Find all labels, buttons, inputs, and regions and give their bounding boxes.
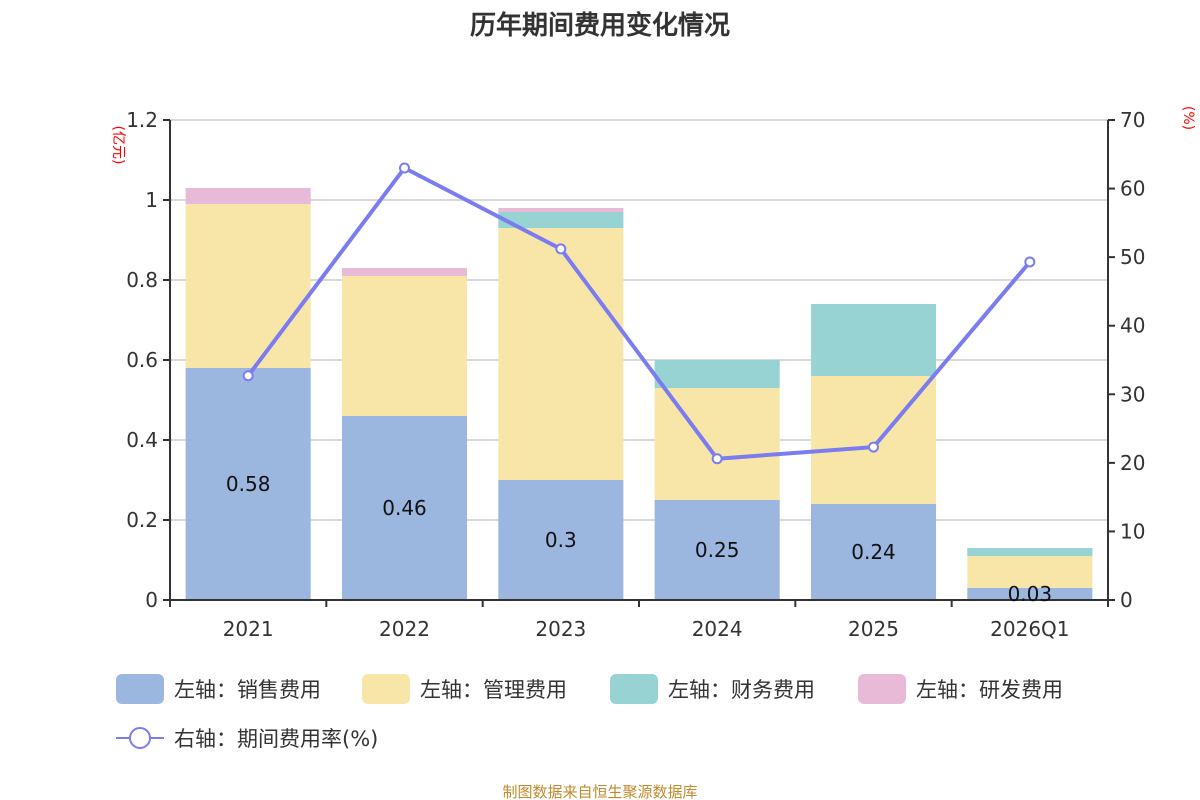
- left-tick-label: 1: [145, 188, 158, 212]
- rate-line-path: [246, 165, 1032, 461]
- bar-segment: [341, 416, 468, 600]
- bar-segment: [967, 556, 1093, 588]
- data-label: 0.24: [851, 540, 896, 564]
- x-tick-label: 2024: [692, 617, 743, 641]
- bar-segment: [654, 500, 780, 600]
- right-tick-label: 10: [1120, 519, 1145, 543]
- data-label: 0.25: [695, 538, 740, 562]
- rate-point: [242, 370, 254, 382]
- legend-label: 左轴：研发费用: [916, 678, 1063, 702]
- left-tick-label: 0: [145, 588, 158, 612]
- data-label: 0.46: [382, 496, 427, 520]
- rate-point: [1024, 256, 1036, 268]
- right-tick-label: 30: [1120, 382, 1145, 406]
- data-label: 0.3: [545, 528, 577, 552]
- right-tick-label: 40: [1120, 314, 1145, 338]
- bar-segment: [810, 504, 937, 600]
- right-tick-label: 20: [1120, 451, 1145, 475]
- rate-point: [868, 441, 879, 453]
- legend-label: 左轴：财务费用: [668, 678, 815, 702]
- bar-segment: [498, 212, 624, 228]
- legend-swatch: [610, 674, 658, 704]
- bars: [185, 188, 1093, 600]
- legend-label: 右轴：期间费用率(%): [174, 727, 378, 751]
- axes: 0 0.2 0.4 0.6 0.8 1 1.2 0 10 20 30 40 50 60 70 2021 2022…: [126, 108, 1145, 641]
- bar-segment: [185, 368, 311, 600]
- left-tick-label: 0.6: [126, 348, 158, 372]
- rate-point: [711, 453, 723, 465]
- x-tick-label: 2026Q1: [990, 617, 1069, 641]
- left-tick-label: 0.8: [126, 268, 158, 292]
- rate-point: [555, 243, 567, 255]
- x-tick-label: 2025: [848, 617, 899, 641]
- left-axis-unit: (亿元): [110, 126, 126, 165]
- legend-marker-icon: [129, 727, 151, 749]
- bar-segment: [654, 388, 780, 500]
- gridlines: [170, 119, 1108, 521]
- bar-segment: [810, 304, 937, 376]
- chart-title: 历年期间费用变化情况: [470, 10, 730, 41]
- left-tick-label: 1.2: [126, 108, 158, 132]
- x-tick-label: 2022: [379, 617, 430, 641]
- x-tick-label: 2021: [223, 617, 274, 641]
- bar-segment: [185, 188, 311, 204]
- left-tick-label: 0.4: [126, 428, 158, 452]
- right-tick-label: 0: [1120, 588, 1133, 612]
- rate-point: [399, 162, 410, 174]
- data-label: 0.03: [1008, 582, 1053, 606]
- bar-segment: [498, 228, 624, 480]
- right-tick-label: 60: [1120, 177, 1145, 201]
- rate-line: [242, 162, 1036, 465]
- source-footer: 制图数据来自恒生聚源数据库: [502, 783, 697, 800]
- bar-segment: [185, 204, 311, 368]
- bar-segment: [341, 276, 468, 416]
- data-labels: 0.58 0.46 0.3 0.25 0.24 0.03: [226, 472, 1052, 606]
- left-tick-label: 0.2: [126, 508, 158, 532]
- legend-label: 左轴：销售费用: [174, 678, 321, 702]
- bar-segment: [341, 268, 468, 276]
- right-axis-unit: (%): [1180, 106, 1196, 130]
- bar-segment: [967, 588, 1093, 600]
- bar-segment: [498, 208, 624, 212]
- legend-swatch: [362, 674, 410, 704]
- bar-segment: [654, 360, 780, 388]
- legend-label: 左轴：管理费用: [420, 678, 567, 702]
- data-label: 0.58: [226, 472, 271, 496]
- right-tick-label: 50: [1120, 245, 1145, 269]
- bar-segment: [967, 548, 1093, 556]
- bar-segment: [498, 480, 624, 600]
- legend-swatch: [116, 674, 164, 704]
- legend-swatch: [858, 674, 906, 704]
- right-tick-label: 70: [1120, 108, 1145, 132]
- x-tick-label: 2023: [535, 617, 586, 641]
